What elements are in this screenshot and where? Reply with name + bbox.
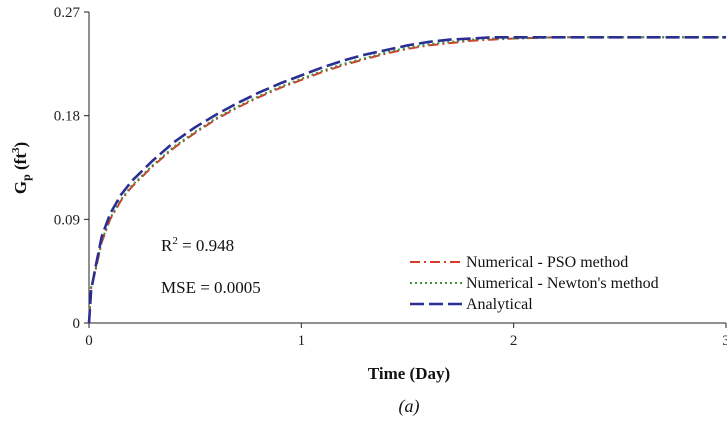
series-line-2 bbox=[88, 36, 726, 324]
series-layer bbox=[87, 35, 726, 324]
axes-layer: 0 0.09 0.18 0.27 0 1 2 3 bbox=[54, 5, 727, 349]
y-tick-label: 0.18 bbox=[54, 109, 80, 125]
x-tick-label: 1 bbox=[298, 333, 306, 349]
figure-caption: (a) bbox=[399, 396, 420, 417]
y-tick-label: 0 bbox=[73, 316, 81, 332]
x-tick-label: 0 bbox=[85, 333, 93, 349]
x-tick-label: 2 bbox=[510, 333, 518, 349]
legend-label-2: Numerical - Newton's method bbox=[466, 275, 659, 292]
r-squared-annotation: R2 = 0.948 bbox=[161, 235, 234, 255]
x-axis-title: Time (Day) bbox=[368, 364, 450, 383]
y-axis-title: Gp (ft3) bbox=[10, 142, 33, 194]
series-line-3 bbox=[87, 35, 726, 324]
legend: Numerical - PSO method Numerical - Newton… bbox=[410, 254, 659, 313]
mse-annotation: MSE = 0.0005 bbox=[161, 278, 261, 297]
legend-label-1: Numerical - PSO method bbox=[466, 254, 628, 271]
legend-label-3: Analytical bbox=[466, 296, 533, 313]
y-tick-label: 0.27 bbox=[54, 5, 81, 21]
x-tick-label: 3 bbox=[722, 333, 727, 349]
y-tick-label: 0.09 bbox=[54, 212, 80, 228]
